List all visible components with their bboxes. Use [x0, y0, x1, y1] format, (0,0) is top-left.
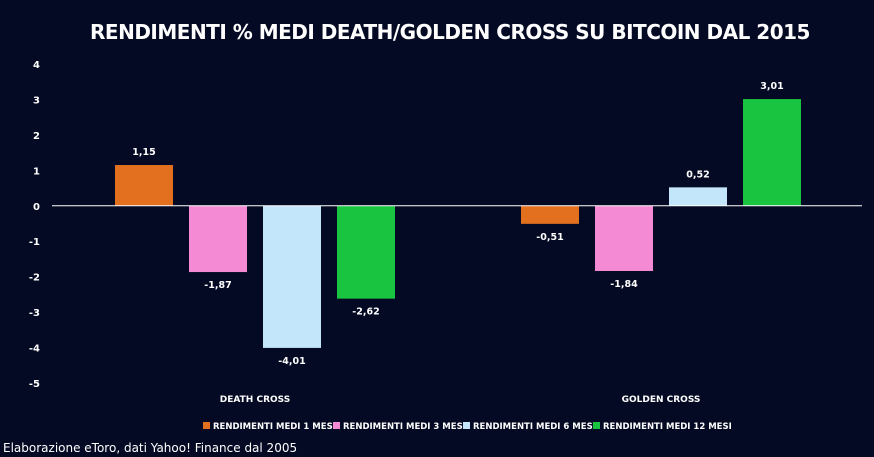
- category-labels: DEATH CROSS GOLDEN CROSS: [220, 395, 701, 405]
- data-label: -1,84: [610, 279, 638, 290]
- bar: [263, 205, 321, 348]
- y-tick-label: -5: [29, 379, 40, 390]
- data-label: 3,01: [760, 81, 783, 92]
- y-axis: 4 3 2 1 0 -1 -2 -3 -4 -5: [29, 60, 40, 390]
- chart-title: RENDIMENTI % MEDI DEATH/GOLDEN CROSS SU …: [90, 20, 810, 44]
- data-label: 1,15: [132, 147, 155, 158]
- legend-label: RENDIMENTI MEDI 3 MESI: [343, 422, 466, 432]
- data-label: -0,51: [536, 232, 563, 243]
- data-label: -2,62: [352, 307, 379, 318]
- data-label: -1,87: [204, 280, 231, 291]
- data-label: -4,01: [278, 356, 305, 367]
- legend-swatch: [463, 422, 470, 429]
- bar: [337, 205, 395, 299]
- category-label: DEATH CROSS: [220, 395, 290, 405]
- y-tick-label: 2: [33, 131, 40, 142]
- y-tick-label: -1: [29, 237, 40, 248]
- legend-label: RENDIMENTI MEDI 6 MESI: [473, 422, 596, 432]
- y-tick-label: 1: [33, 166, 40, 177]
- source-note: Elaborazione eToro, dati Yahoo! Finance …: [3, 440, 871, 457]
- category-label: GOLDEN CROSS: [622, 395, 701, 405]
- y-tick-label: -2: [29, 273, 40, 284]
- bar: [595, 205, 653, 271]
- legend-swatch: [593, 422, 600, 429]
- bar: [743, 99, 801, 206]
- legend-swatch: [203, 422, 210, 429]
- bar: [115, 165, 173, 206]
- y-tick-label: 0: [33, 202, 40, 213]
- y-tick-label: 3: [33, 95, 40, 106]
- data-labels: 1,15 -1,87 -4,01 -2,62 -0,51 -1,84 0,52 3,01: [132, 81, 783, 367]
- bar: [669, 187, 727, 206]
- legend-label: RENDIMENTI MEDI 12 MESI: [603, 422, 732, 432]
- y-tick-label: -3: [29, 308, 40, 319]
- legend-label: RENDIMENTI MEDI 1 MESE: [213, 422, 339, 432]
- bar: [189, 205, 247, 273]
- bar: [521, 205, 579, 224]
- bars: [115, 99, 801, 348]
- legend-swatch: [333, 422, 340, 429]
- data-label: 0,52: [686, 169, 709, 180]
- y-tick-label: 4: [33, 60, 40, 71]
- legend: RENDIMENTI MEDI 1 MESE RENDIMENTI MEDI 3 …: [203, 422, 732, 432]
- y-tick-label: -4: [29, 344, 40, 355]
